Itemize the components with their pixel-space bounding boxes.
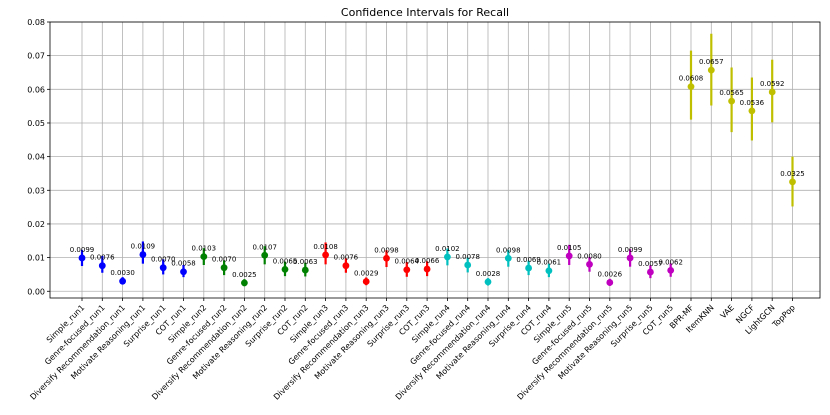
data-point: [139, 251, 147, 258]
data-label: 0.0098: [374, 246, 399, 254]
data-point: [241, 279, 248, 287]
data-label: 0.0070: [151, 256, 176, 264]
data-label: 0.0058: [171, 260, 196, 268]
data-point: [748, 107, 756, 115]
y-tick-label: 0.03: [27, 186, 45, 195]
data-point: [78, 254, 86, 262]
data-label: 0.0103: [192, 245, 217, 253]
data-label: 0.0592: [760, 80, 785, 88]
data-label: 0.0062: [658, 258, 683, 266]
data-label: 0.0065: [273, 257, 298, 265]
y-tick-label: 0.02: [27, 220, 45, 229]
data-label: 0.0657: [699, 58, 724, 66]
data-label: 0.0064: [395, 258, 420, 266]
data-point: [707, 66, 715, 74]
data-label: 0.0066: [415, 257, 440, 265]
data-point: [464, 261, 472, 269]
y-tick-label: 0.06: [27, 85, 45, 94]
data-point: [565, 252, 573, 260]
data-label: 0.0099: [70, 246, 95, 254]
x-tick-label: VAE: [719, 303, 736, 320]
data-label: 0.0109: [131, 243, 156, 251]
data-label: 0.0098: [496, 246, 521, 254]
y-tick-label: 0.04: [27, 153, 45, 162]
data-point: [444, 253, 451, 261]
data-point: [98, 262, 106, 270]
data-point: [423, 265, 431, 273]
data-label: 0.0057: [638, 260, 663, 268]
chart-title: Confidence Intervals for Recall: [341, 6, 509, 19]
data-point: [220, 264, 228, 272]
data-point: [768, 88, 776, 96]
data-point: [261, 251, 269, 259]
data-label: 0.0105: [557, 244, 582, 252]
data-label: 0.0080: [577, 252, 602, 260]
data-label: 0.0070: [212, 256, 237, 264]
data-label: 0.0325: [780, 170, 805, 178]
data-point: [626, 254, 634, 262]
data-point: [159, 264, 167, 272]
y-tick-label: 0.08: [27, 18, 45, 27]
data-label: 0.0076: [90, 254, 115, 262]
data-point: [342, 262, 350, 270]
data-label: 0.0536: [740, 99, 765, 107]
data-label: 0.0078: [455, 253, 480, 261]
data-label: 0.0608: [679, 75, 704, 83]
data-point: [789, 178, 796, 186]
data-label: 0.0028: [476, 270, 501, 278]
data-point: [180, 268, 187, 276]
data-point: [606, 279, 614, 286]
y-tick-label: 0.00: [27, 287, 45, 296]
y-tick-label: 0.07: [27, 52, 45, 61]
data-label: 0.0025: [232, 271, 257, 279]
data-point: [119, 277, 126, 285]
data-label: 0.0565: [719, 89, 744, 97]
data-label: 0.0107: [252, 243, 277, 251]
data-label: 0.0029: [354, 270, 379, 278]
data-point: [504, 254, 512, 262]
data-label: 0.0030: [110, 269, 135, 277]
plot-frame: [49, 21, 821, 299]
data-label: 0.0026: [598, 271, 623, 279]
data-label: 0.0061: [537, 259, 562, 267]
data-points: 0.00990.00760.00300.01090.00700.00580.01…: [70, 33, 805, 287]
data-point: [484, 278, 492, 286]
data-label: 0.0069: [516, 256, 541, 264]
data-point: [383, 254, 390, 262]
grid: [50, 21, 820, 298]
data-point: [322, 251, 329, 259]
y-tick-label: 0.01: [27, 254, 45, 263]
data-point: [362, 278, 370, 285]
data-label: 0.0102: [435, 245, 460, 253]
data-label: 0.0099: [618, 246, 643, 254]
y-axis-ticks: 0.00 0.01 0.02 0.03 0.04 0.05 0.06 0.07 0.08: [27, 18, 50, 296]
data-point: [687, 83, 695, 91]
data-point: [281, 265, 289, 273]
data-point: [403, 266, 411, 274]
data-point: [200, 253, 208, 260]
data-label: 0.0076: [334, 254, 359, 262]
data-point: [586, 260, 593, 268]
data-point: [728, 97, 735, 105]
data-point: [647, 268, 654, 276]
y-tick-label: 0.05: [27, 119, 45, 128]
data-point: [301, 266, 309, 274]
data-label: 0.0063: [293, 258, 318, 266]
data-point: [667, 267, 675, 274]
data-point: [525, 264, 532, 272]
data-label: 0.0108: [313, 243, 338, 251]
data-point: [545, 267, 553, 275]
